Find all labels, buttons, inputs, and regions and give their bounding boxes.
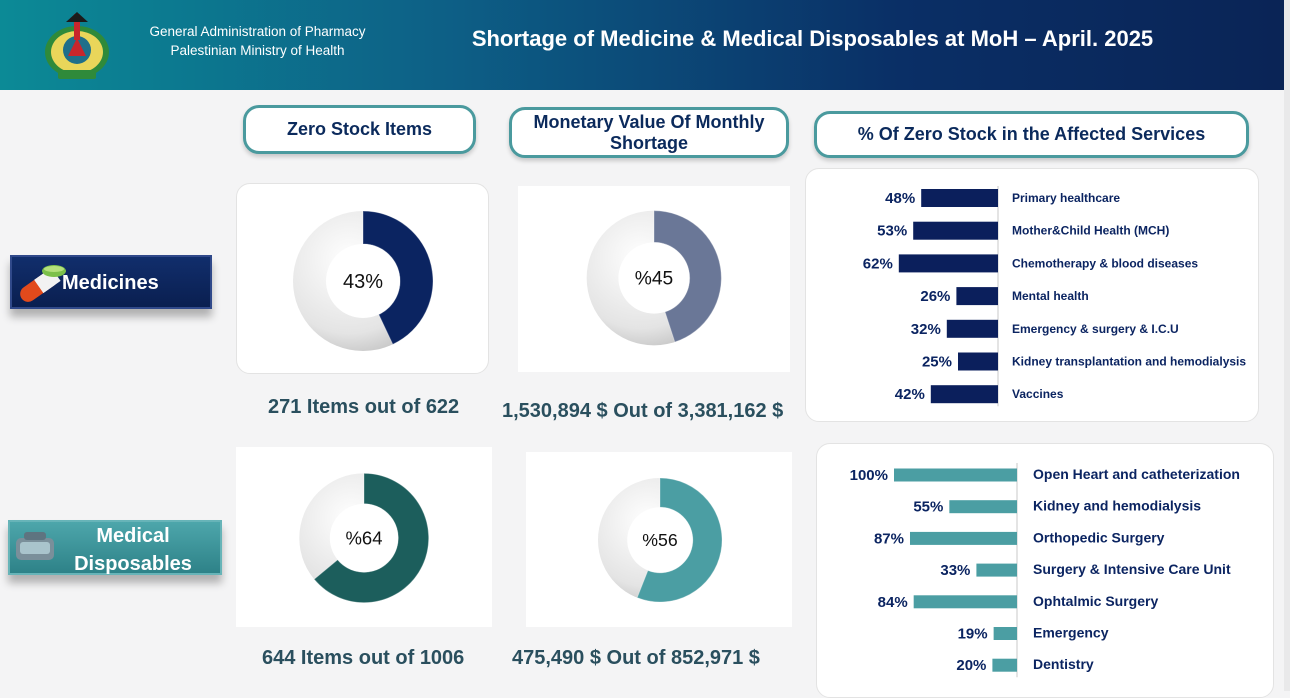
bar-value-label: 26% (920, 288, 950, 305)
bar-category-label: Dentistry (1033, 656, 1094, 672)
donut-hole (627, 507, 693, 573)
page-title: Shortage of Medicine & Medical Disposabl… (471, 26, 1154, 51)
med-services-bar-chart: 48% Primary healthcare 53% Mother&Child Hea… (863, 186, 1246, 407)
bar-category-label: Vaccines (1012, 387, 1064, 401)
header-banner (0, 0, 1284, 90)
bar-category-label: Emergency & surgery & I.C.U (1012, 322, 1179, 336)
donut-value-label: 43% (343, 271, 383, 293)
disp-value-donut: %56 (597, 477, 723, 603)
donut-value-label: %64 (346, 527, 383, 548)
bar-value-label: 48% (885, 190, 915, 207)
medical-supplies-icon (16, 532, 54, 560)
bar-value-label: 19% (958, 626, 988, 643)
bar-value-label: 87% (874, 530, 904, 547)
disp-value-caption: 475,490 $ Out of 852,971 $ (512, 647, 760, 669)
org-line-2: Palestinian Ministry of Health (170, 43, 345, 58)
med-items-donut: 43% (293, 210, 434, 351)
bar (909, 531, 1017, 545)
bar-category-label: Kidney and hemodialysis (1033, 498, 1201, 514)
bar-value-label: 33% (940, 562, 970, 579)
donut-value-label: %56 (642, 530, 678, 550)
bar-category-label: Open Heart and catheterization (1033, 466, 1240, 482)
bar (930, 385, 998, 404)
bar-category-label: Chemotherapy & blood diseases (1012, 256, 1198, 270)
bar (949, 500, 1017, 514)
bar (946, 319, 998, 338)
bar (992, 658, 1017, 672)
bar (913, 595, 1017, 609)
disp-services-bar-chart: 100% Open Heart and catheterization 55% Kid… (850, 463, 1240, 678)
bar (956, 287, 998, 306)
bar-category-label: Primary healthcare (1012, 191, 1120, 205)
affected-services-header: % Of Zero Stock in the Affected Services (814, 111, 1249, 158)
bar-value-label: 53% (877, 223, 907, 240)
med-value-caption: 1,530,894 $ Out of 3,381,162 $ (502, 400, 784, 422)
bar-category-label: Orthopedic Surgery (1033, 529, 1165, 545)
donut-hole (618, 242, 690, 314)
bar (976, 563, 1017, 577)
organization-name: General Administration of Pharmacy Pales… (130, 22, 385, 60)
right-border (1284, 0, 1290, 691)
donut-hole (326, 244, 400, 318)
bar-value-label: 84% (878, 594, 908, 611)
bar-value-label: 20% (956, 657, 986, 674)
med-items-caption: 271 Items out of 622 (268, 396, 460, 418)
disp-items-donut: %64 (299, 472, 430, 604)
bar (921, 189, 998, 207)
bar-value-label: 55% (913, 499, 943, 516)
disp-items-caption: 644 Items out of 1006 (262, 647, 465, 669)
bar (913, 221, 998, 240)
bar-value-label: 25% (922, 354, 952, 371)
bar-value-label: 32% (911, 321, 941, 338)
pills-icon (20, 265, 66, 302)
bar (894, 468, 1017, 482)
med-value-donut: %45 (586, 210, 722, 346)
bar (993, 627, 1017, 640)
disp-services-panel (816, 443, 1274, 698)
med-services-panel (805, 168, 1259, 422)
monetary-value-header: Monetary Value Of Monthly Shortage (509, 107, 789, 158)
disposables-row-label: Medical Disposables (8, 520, 222, 575)
disposables-label-text: Medical Disposables (74, 525, 192, 575)
medicines-row-label: Medicines (10, 255, 212, 309)
bar-category-label: Mother&Child Health (MCH) (1012, 224, 1169, 238)
bar-value-label: 62% (863, 255, 893, 272)
bar-category-label: Mental health (1012, 289, 1089, 303)
medicines-label-text: Medicines (62, 272, 159, 294)
bar-category-label: Kidney transplantation and hemodialysis (1012, 355, 1246, 369)
bar-category-label: Ophtalmic Surgery (1033, 593, 1158, 609)
bar (898, 254, 998, 273)
bar-category-label: Emergency (1033, 625, 1109, 641)
bar (958, 352, 998, 371)
bar-value-label: 100% (850, 467, 888, 484)
bar-value-label: 42% (895, 386, 925, 403)
donut-value-label: %45 (635, 269, 674, 290)
ministry-logo-icon (45, 12, 109, 79)
bar-category-label: Surgery & Intensive Care Unit (1033, 561, 1231, 577)
org-line-1: General Administration of Pharmacy (149, 24, 366, 39)
donut-hole (329, 503, 399, 573)
donut-slice (362, 210, 434, 346)
zero-stock-header: Zero Stock Items (243, 105, 476, 154)
